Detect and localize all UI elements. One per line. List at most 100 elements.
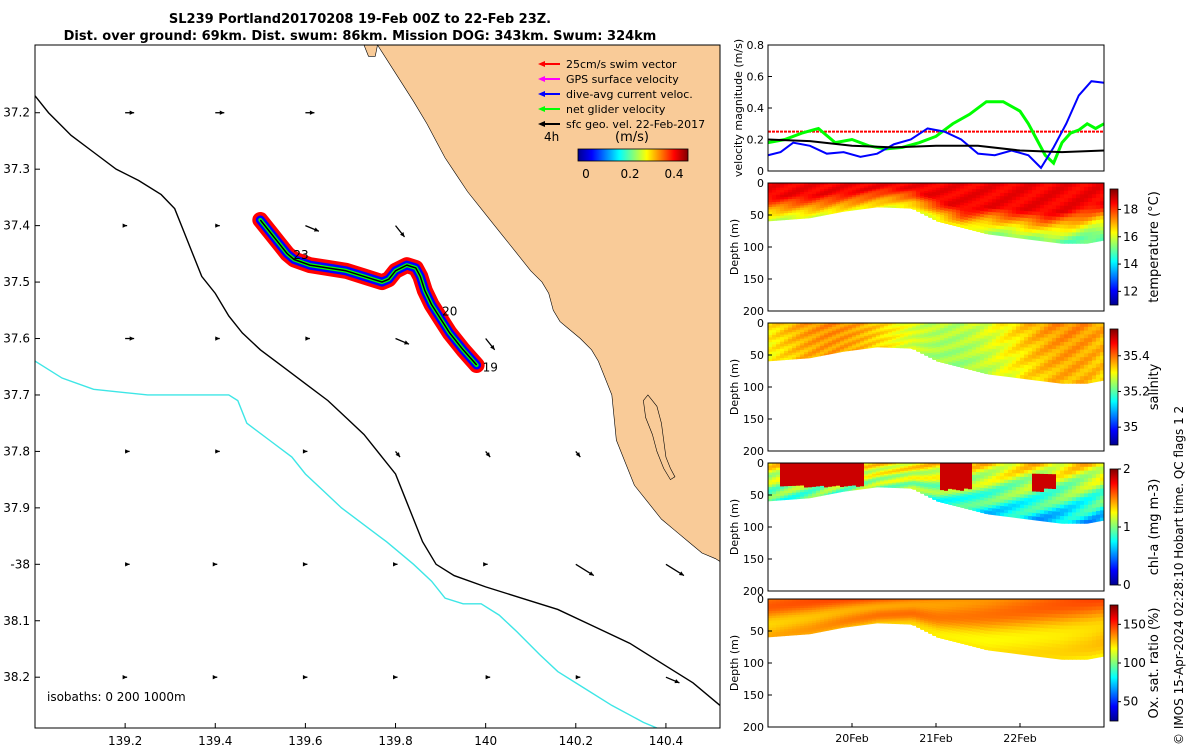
salinity-cell [832, 328, 837, 332]
oxygen-cell [864, 600, 869, 603]
salinity-cell [1064, 364, 1069, 370]
salinity-cell [1024, 333, 1029, 338]
temperature-cell [1028, 214, 1033, 219]
chlorophyll-cell [1080, 504, 1085, 510]
chlorophyll-cell [972, 471, 977, 476]
temperature-cell [876, 204, 881, 207]
oxygen-cell [888, 608, 893, 611]
chlorophyll-cell [812, 480, 817, 484]
temperature-cell [868, 192, 873, 195]
chlorophyll-cell [992, 466, 997, 470]
temperature-cell [792, 205, 797, 209]
salinity-cell [1000, 332, 1005, 337]
temperature-cell [916, 198, 921, 202]
chlorophyll-cell [844, 464, 849, 468]
chlorophyll-cell [1096, 511, 1101, 516]
salinity-cell [956, 358, 961, 362]
chlorophyll-cell [804, 483, 809, 486]
salinity-cell [924, 341, 929, 344]
salinity-cell [784, 346, 789, 350]
salinity-cell [1016, 371, 1021, 376]
chlorophyll-cell [1096, 470, 1101, 475]
chlorophyll-cell [948, 491, 953, 495]
salinity-cell [1080, 330, 1085, 335]
salinity-cell [988, 335, 993, 340]
temperature-cell [1000, 216, 1005, 220]
temperature-cell [860, 207, 865, 211]
temperature-cell [1032, 193, 1037, 198]
chlorophyll-cell [924, 481, 929, 484]
chlorophyll-cell [892, 477, 897, 480]
chlorophyll-cell [1040, 488, 1045, 493]
oxygen-cell [912, 623, 917, 626]
salinity-cell [988, 351, 993, 356]
chlorophyll-cell [1068, 501, 1073, 506]
salinity-cell [856, 334, 861, 338]
oxygen-cell [896, 605, 901, 608]
temperature-cell [1100, 204, 1104, 210]
oxygen-cell [800, 608, 805, 611]
chlorophyll-cell [840, 479, 845, 482]
chlorophyll-cell [1032, 470, 1037, 475]
temperature-cell [840, 192, 845, 195]
chlorophyll-cell [780, 479, 785, 483]
chlorophyll-cell [944, 495, 949, 499]
temperature-cell [808, 211, 813, 215]
chlorophyll-cell [1056, 519, 1061, 524]
salinity-cell [984, 357, 989, 362]
chlorophyll-cell [960, 499, 965, 503]
oxygen-cell [848, 599, 853, 602]
salinity-cell [784, 348, 789, 352]
temperature-cell [856, 208, 861, 211]
temperature-cell [880, 202, 885, 205]
chlorophyll-cell [880, 463, 885, 466]
temperature-cell [792, 185, 797, 189]
chlorophyll-cell [912, 472, 917, 475]
oxygen-cell [868, 608, 873, 611]
temperature-cell [1012, 230, 1017, 235]
salinity-cell [856, 336, 861, 339]
chlorophyll-cell [1064, 497, 1069, 502]
chlorophyll-cell [1000, 472, 1005, 477]
salinity-cell [940, 355, 945, 359]
chlorophyll-cell [972, 486, 977, 491]
chlorophyll-cell [876, 476, 881, 479]
oxygen-cell [936, 625, 941, 629]
oxygen-cell [888, 600, 893, 603]
chlorophyll-cell [932, 463, 937, 466]
temperature-cell [892, 193, 897, 197]
salinity-cell [1056, 341, 1061, 347]
salinity-cell [864, 332, 869, 335]
salinity-cell [1004, 339, 1009, 344]
temperature-cell [1040, 226, 1045, 231]
oxygen-cell [916, 620, 921, 623]
temperature-cell [964, 225, 969, 230]
salinity-cell [1040, 366, 1045, 371]
oxygen-cell [924, 625, 929, 628]
chlorophyll-cell [1072, 508, 1077, 513]
oxygen-cell [864, 615, 869, 618]
chlorophyll-cell [956, 479, 961, 483]
oxygen-cell [892, 617, 897, 620]
oxygen-cell [840, 610, 845, 613]
temperature-cell [1008, 233, 1013, 238]
chlorophyll-cell [1092, 504, 1097, 509]
chlorophyll-cell [1080, 485, 1085, 491]
temperature-cell [1024, 211, 1029, 216]
salinity-cell [908, 337, 913, 340]
salinity-cell [796, 334, 801, 338]
chlorophyll-cell [1016, 466, 1021, 471]
salinity-cell [952, 341, 957, 345]
chlorophyll-cell [936, 472, 941, 476]
oxygen-cell [808, 616, 813, 620]
salinity-cell [960, 336, 965, 341]
temperature-cell [1056, 239, 1061, 244]
salinity-cell [956, 325, 961, 329]
chlorophyll-cell [1092, 507, 1097, 513]
temperature-cell [1048, 197, 1053, 203]
salinity-cell [976, 365, 981, 370]
salinity-cell [1020, 361, 1025, 366]
salinity-cell [884, 346, 889, 349]
temperature-cell [980, 214, 985, 218]
oxygen-cell [776, 601, 781, 605]
